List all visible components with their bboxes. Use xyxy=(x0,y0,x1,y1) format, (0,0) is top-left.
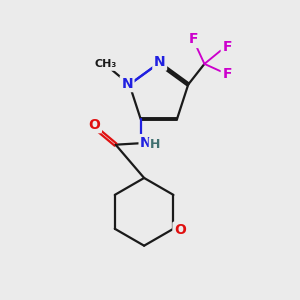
Text: O: O xyxy=(174,223,186,237)
Text: F: F xyxy=(222,40,232,54)
Text: N: N xyxy=(154,55,166,69)
Text: CH₃: CH₃ xyxy=(94,59,116,70)
Text: F: F xyxy=(222,67,232,81)
Text: H: H xyxy=(150,139,161,152)
Text: F: F xyxy=(188,32,198,46)
Text: N: N xyxy=(140,136,152,150)
Text: N: N xyxy=(121,76,133,91)
Text: O: O xyxy=(88,118,101,132)
